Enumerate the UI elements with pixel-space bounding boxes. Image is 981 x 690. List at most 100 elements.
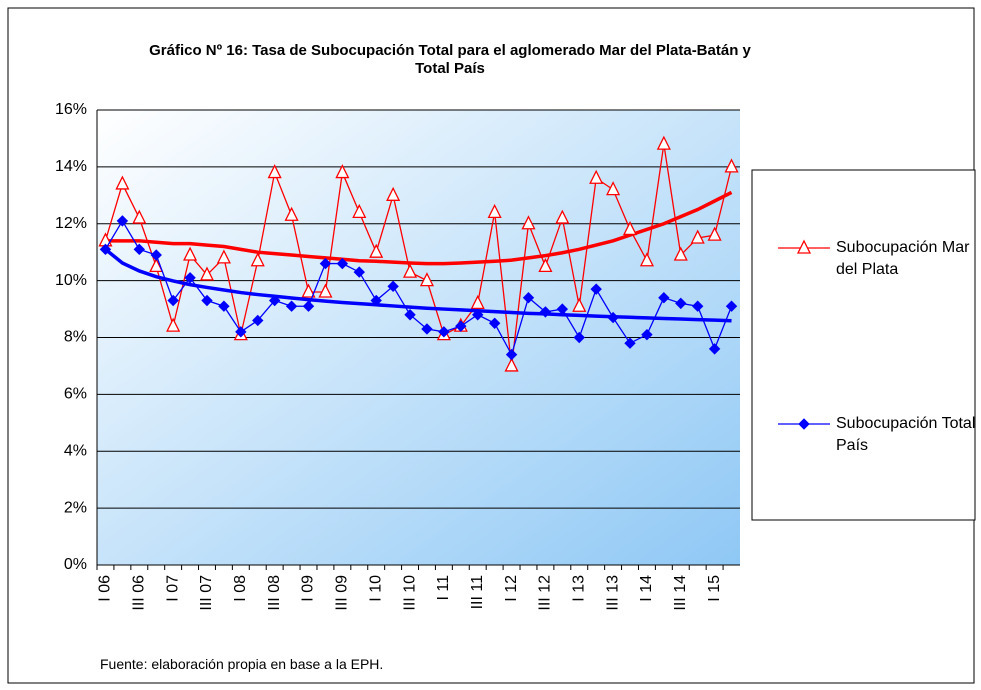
x-tick-label: I 06 bbox=[97, 575, 114, 602]
x-tick-label: I 09 bbox=[300, 575, 317, 602]
data-point bbox=[522, 291, 535, 304]
x-tick-label: III 11 bbox=[469, 575, 486, 609]
data-point bbox=[133, 243, 146, 256]
data-point bbox=[555, 209, 570, 224]
x-tick-label: I 11 bbox=[435, 575, 452, 601]
data-point bbox=[419, 272, 435, 287]
y-tick-label: 12% bbox=[55, 215, 87, 232]
data-point bbox=[556, 303, 569, 315]
data-point bbox=[250, 252, 265, 267]
data-point bbox=[99, 243, 112, 256]
y-tick-label: 16% bbox=[55, 101, 87, 118]
x-tick-label: III 08 bbox=[266, 575, 283, 611]
data-point bbox=[370, 294, 382, 307]
legend-marker bbox=[796, 239, 812, 254]
data-point bbox=[690, 229, 705, 244]
source-note: Fuente: elaboración propia en base a la … bbox=[100, 656, 384, 672]
data-point bbox=[285, 300, 298, 312]
data-point bbox=[132, 209, 147, 224]
data-point bbox=[284, 206, 299, 221]
data-point bbox=[183, 246, 198, 261]
data-point bbox=[455, 320, 467, 332]
legend-label: Subocupación Total País bbox=[836, 415, 976, 454]
data-point bbox=[505, 348, 518, 361]
legend-box bbox=[751, 169, 976, 521]
x-tick-label: III 06 bbox=[131, 575, 148, 611]
data-point bbox=[590, 283, 602, 295]
data-point bbox=[402, 263, 418, 278]
y-tick-label: 6% bbox=[64, 386, 87, 403]
x-tick-label: III 12 bbox=[537, 575, 554, 611]
data-point bbox=[252, 314, 264, 327]
data-point bbox=[707, 226, 722, 241]
x-tick-label: III 10 bbox=[401, 575, 418, 611]
data-point bbox=[167, 294, 179, 307]
legend-label: Subocupación Mar del Plata bbox=[836, 239, 970, 278]
data-point bbox=[607, 311, 619, 324]
data-point bbox=[352, 203, 367, 219]
data-point bbox=[724, 158, 739, 173]
x-tick-label: III 09 bbox=[334, 575, 351, 611]
data-point bbox=[691, 300, 704, 312]
x-tick-label: I 07 bbox=[164, 575, 181, 602]
chart-title: Gráfico Nº 16: Tasa de Subocupación Tota… bbox=[149, 42, 751, 77]
y-tick-label: 0% bbox=[64, 556, 87, 573]
data-point bbox=[184, 272, 196, 284]
data-point bbox=[353, 266, 365, 278]
data-point bbox=[606, 181, 621, 196]
data-point bbox=[149, 257, 164, 273]
x-tick-label: III 07 bbox=[198, 575, 215, 611]
x-tick-label: I 08 bbox=[232, 575, 249, 602]
legend-marker bbox=[798, 418, 810, 430]
data-point bbox=[639, 252, 654, 267]
data-point bbox=[150, 249, 162, 261]
data-point bbox=[116, 215, 129, 227]
data-point bbox=[487, 203, 502, 219]
data-point bbox=[318, 283, 333, 298]
data-point bbox=[641, 328, 653, 341]
data-point bbox=[470, 294, 485, 310]
data-point bbox=[301, 283, 316, 298]
data-point bbox=[267, 164, 282, 179]
data-point bbox=[538, 257, 553, 273]
data-point bbox=[572, 297, 587, 312]
data-point bbox=[369, 243, 384, 258]
data-point bbox=[589, 169, 604, 184]
y-tick-label: 4% bbox=[64, 442, 87, 459]
data-point bbox=[521, 215, 536, 230]
y-tick-label: 8% bbox=[64, 329, 87, 346]
data-point bbox=[199, 266, 215, 281]
data-point bbox=[335, 164, 350, 179]
data-point bbox=[201, 294, 213, 307]
y-tick-label: 10% bbox=[55, 272, 87, 289]
y-tick-label: 2% bbox=[64, 499, 87, 516]
x-tick-label: I 13 bbox=[570, 575, 587, 602]
data-point bbox=[725, 300, 738, 312]
data-point bbox=[302, 300, 315, 312]
data-point bbox=[673, 246, 688, 261]
data-point bbox=[708, 343, 721, 355]
data-point bbox=[656, 135, 671, 150]
data-point bbox=[622, 220, 638, 236]
data-point bbox=[404, 309, 416, 321]
data-point bbox=[624, 337, 636, 349]
data-point bbox=[421, 323, 433, 335]
data-point bbox=[539, 306, 552, 318]
data-point bbox=[387, 280, 399, 293]
data-point bbox=[115, 175, 130, 190]
data-point bbox=[472, 309, 484, 321]
data-point bbox=[488, 317, 501, 329]
x-tick-label: I 12 bbox=[503, 575, 520, 602]
x-tick-label: III 13 bbox=[604, 575, 621, 611]
data-point bbox=[336, 257, 349, 270]
data-point bbox=[573, 331, 585, 344]
y-tick-label: 14% bbox=[55, 158, 87, 175]
x-tick-label: III 14 bbox=[672, 575, 689, 611]
series-line bbox=[104, 144, 733, 367]
data-point bbox=[216, 249, 231, 264]
trend-line bbox=[105, 190, 733, 266]
x-tick-label: I 15 bbox=[706, 575, 723, 602]
data-point bbox=[319, 257, 332, 270]
